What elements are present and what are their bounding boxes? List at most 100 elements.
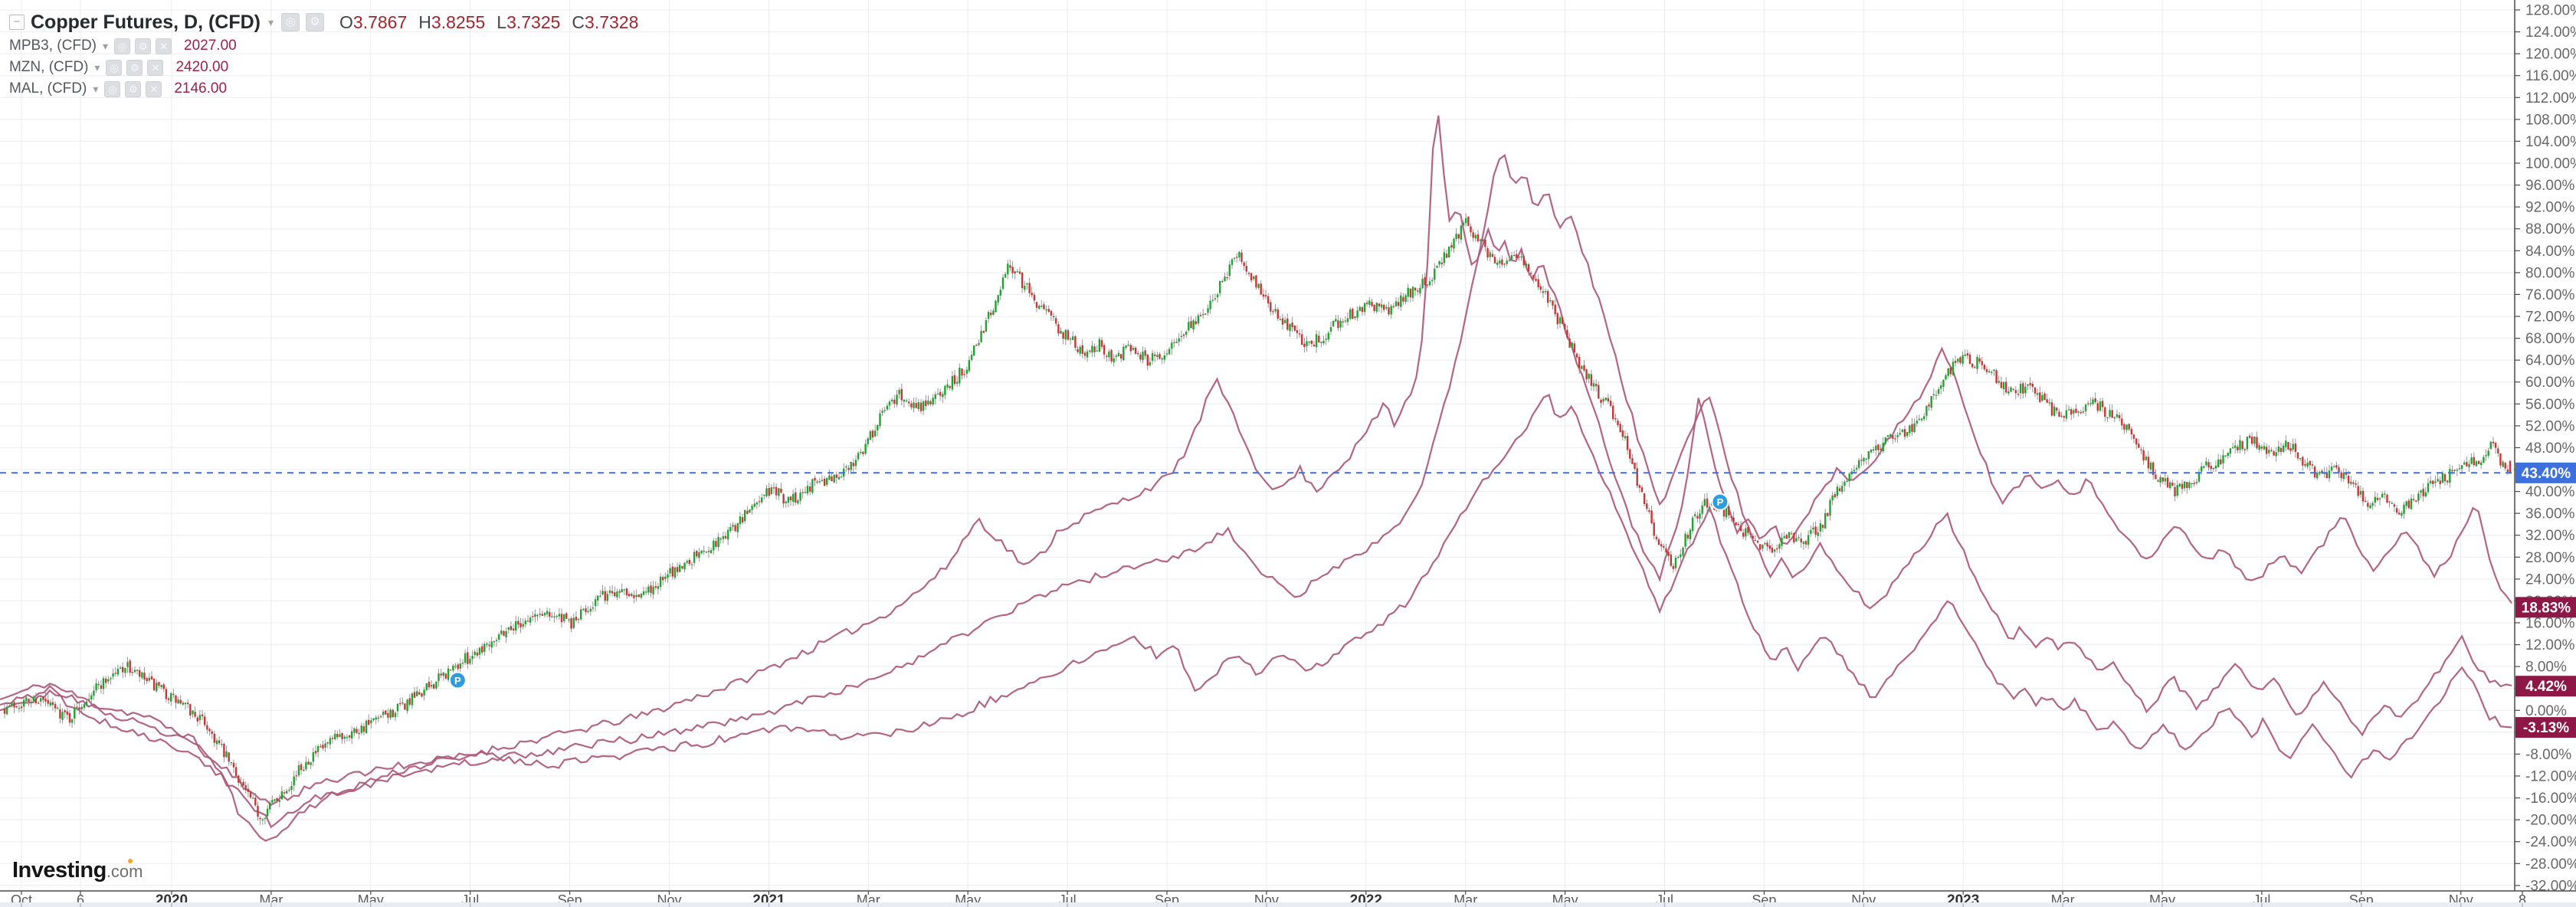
svg-text:116.00%: 116.00% xyxy=(2525,68,2576,84)
svg-text:52.00%: 52.00% xyxy=(2525,418,2575,434)
svg-text:96.00%: 96.00% xyxy=(2525,178,2575,194)
open-value: 3.7867 xyxy=(352,11,408,32)
compare-symbol-name[interactable]: MAL, (CFD) xyxy=(9,80,87,97)
svg-text:-3.13%: -3.13% xyxy=(2523,720,2569,736)
symbol-title[interactable]: Copper Futures, D, (CFD) xyxy=(31,11,261,33)
legend: − Copper Futures, D, (CFD) ▾ ◎ ⚙ O3.7867… xyxy=(9,9,638,100)
svg-text:-24.00%: -24.00% xyxy=(2525,834,2576,850)
high-value: 3.8255 xyxy=(431,11,486,32)
svg-text:24.00%: 24.00% xyxy=(2525,571,2575,588)
low-label: L xyxy=(497,11,507,32)
compare-symbol-name[interactable]: MPB3, (CFD) xyxy=(9,38,97,54)
close-icon[interactable]: ✕ xyxy=(146,80,162,97)
bottom-strip[interactable] xyxy=(0,902,2576,907)
visibility-icon[interactable]: ◎ xyxy=(114,38,131,54)
close-icon[interactable]: ✕ xyxy=(156,38,172,54)
chevron-down-icon[interactable]: ▾ xyxy=(94,61,100,74)
settings-icon[interactable]: ⚙ xyxy=(126,59,143,76)
svg-text:-16.00%: -16.00% xyxy=(2525,791,2576,807)
svg-text:-32.00%: -32.00% xyxy=(2525,878,2576,894)
open-label: O xyxy=(339,11,353,32)
svg-text:48.00%: 48.00% xyxy=(2525,440,2575,457)
compare-line-mpb3[interactable] xyxy=(0,115,2512,842)
chevron-down-icon[interactable]: ▾ xyxy=(103,39,109,52)
svg-text:16.00%: 16.00% xyxy=(2525,616,2575,632)
visibility-icon[interactable]: ◎ xyxy=(281,13,300,31)
position-marker[interactable]: P xyxy=(1711,493,1729,511)
settings-icon[interactable]: ⚙ xyxy=(125,80,142,97)
svg-text:18.83%: 18.83% xyxy=(2522,600,2571,616)
main-symbol-row[interactable]: − Copper Futures, D, (CFD) ▾ ◎ ⚙ O3.7867… xyxy=(9,9,638,35)
price-axis-badge-main: 43.40% xyxy=(2515,462,2576,483)
chevron-down-icon[interactable]: ▾ xyxy=(268,15,274,28)
svg-text:-12.00%: -12.00% xyxy=(2525,769,2576,785)
svg-text:6: 6 xyxy=(77,892,84,907)
visibility-icon[interactable]: ◎ xyxy=(106,59,123,76)
position-marker[interactable]: P xyxy=(448,671,467,689)
svg-text:60.00%: 60.00% xyxy=(2525,375,2575,391)
svg-text:4.42%: 4.42% xyxy=(2525,679,2567,695)
svg-text:43.40%: 43.40% xyxy=(2522,466,2571,482)
svg-text:100.00%: 100.00% xyxy=(2525,156,2576,172)
compare-symbol-value: 2027.00 xyxy=(184,38,237,54)
svg-text:124.00%: 124.00% xyxy=(2525,25,2576,41)
svg-text:8.00%: 8.00% xyxy=(2525,660,2567,676)
close-value: 3.7328 xyxy=(585,11,639,32)
svg-text:8: 8 xyxy=(2519,892,2526,907)
svg-text:28.00%: 28.00% xyxy=(2525,550,2575,566)
visibility-icon[interactable]: ◎ xyxy=(104,80,121,97)
close-icon[interactable]: ✕ xyxy=(147,59,164,76)
low-value: 3.7325 xyxy=(506,11,561,32)
logo-orange-dot xyxy=(127,859,133,863)
investing-logo-suffix: .com xyxy=(106,862,143,881)
svg-text:P: P xyxy=(1717,496,1724,508)
svg-text:64.00%: 64.00% xyxy=(2525,353,2575,369)
compare-symbol-value: 2146.00 xyxy=(174,80,228,97)
gridlines xyxy=(0,0,2515,891)
compare-symbol-value: 2420.00 xyxy=(175,59,229,75)
price-axis-badge-compare: -3.13% xyxy=(2515,717,2576,738)
compare-symbol-name[interactable]: MZN, (CFD) xyxy=(9,59,89,75)
svg-text:12.00%: 12.00% xyxy=(2525,637,2575,653)
svg-text:120.00%: 120.00% xyxy=(2525,47,2576,63)
svg-text:0.00%: 0.00% xyxy=(2525,703,2567,719)
svg-text:84.00%: 84.00% xyxy=(2525,244,2575,260)
svg-text:36.00%: 36.00% xyxy=(2525,506,2575,522)
svg-text:56.00%: 56.00% xyxy=(2525,397,2575,413)
price-axis-badge-compare: 4.42% xyxy=(2515,676,2576,697)
svg-text:P: P xyxy=(454,675,461,686)
compare-symbol-row[interactable]: MPB3, (CFD) ▾ ◎ ⚙ ✕ 2027.00 xyxy=(9,35,638,57)
settings-icon[interactable]: ⚙ xyxy=(135,38,152,54)
investing-logo: Investing .com xyxy=(12,858,143,883)
compare-symbol-row[interactable]: MAL, (CFD) ▾ ◎ ⚙ ✕ 2146.00 xyxy=(9,78,638,100)
close-label: C xyxy=(572,11,585,32)
svg-text:108.00%: 108.00% xyxy=(2525,112,2576,128)
chevron-down-icon[interactable]: ▾ xyxy=(93,82,99,95)
svg-text:104.00%: 104.00% xyxy=(2525,134,2576,150)
svg-text:88.00%: 88.00% xyxy=(2525,221,2575,237)
svg-text:80.00%: 80.00% xyxy=(2525,265,2575,281)
svg-text:32.00%: 32.00% xyxy=(2525,528,2575,544)
svg-text:112.00%: 112.00% xyxy=(2525,90,2576,106)
svg-text:-28.00%: -28.00% xyxy=(2525,856,2576,873)
svg-text:72.00%: 72.00% xyxy=(2525,309,2575,326)
svg-text:128.00%: 128.00% xyxy=(2525,3,2576,19)
svg-text:68.00%: 68.00% xyxy=(2525,331,2575,347)
svg-text:-20.00%: -20.00% xyxy=(2525,813,2576,829)
price-axis-badge-compare: 18.83% xyxy=(2515,597,2576,618)
svg-text:92.00%: 92.00% xyxy=(2525,200,2575,216)
compare-symbol-row[interactable]: MZN, (CFD) ▾ ◎ ⚙ ✕ 2420.00 xyxy=(9,57,638,78)
compare-line-mzn[interactable] xyxy=(0,153,2512,829)
investing-logo-brand: Investing xyxy=(12,858,107,882)
high-label: H xyxy=(418,11,431,32)
svg-text:-8.00%: -8.00% xyxy=(2525,747,2571,763)
collapse-legend-icon[interactable]: − xyxy=(9,15,25,30)
svg-text:40.00%: 40.00% xyxy=(2525,484,2575,500)
ohlc-readout: O3.7867 H3.8255 L3.7325 C3.7328 xyxy=(339,12,638,33)
compare-line-mal[interactable] xyxy=(0,393,2512,806)
settings-icon[interactable]: ⚙ xyxy=(306,13,325,31)
svg-text:76.00%: 76.00% xyxy=(2525,287,2575,303)
